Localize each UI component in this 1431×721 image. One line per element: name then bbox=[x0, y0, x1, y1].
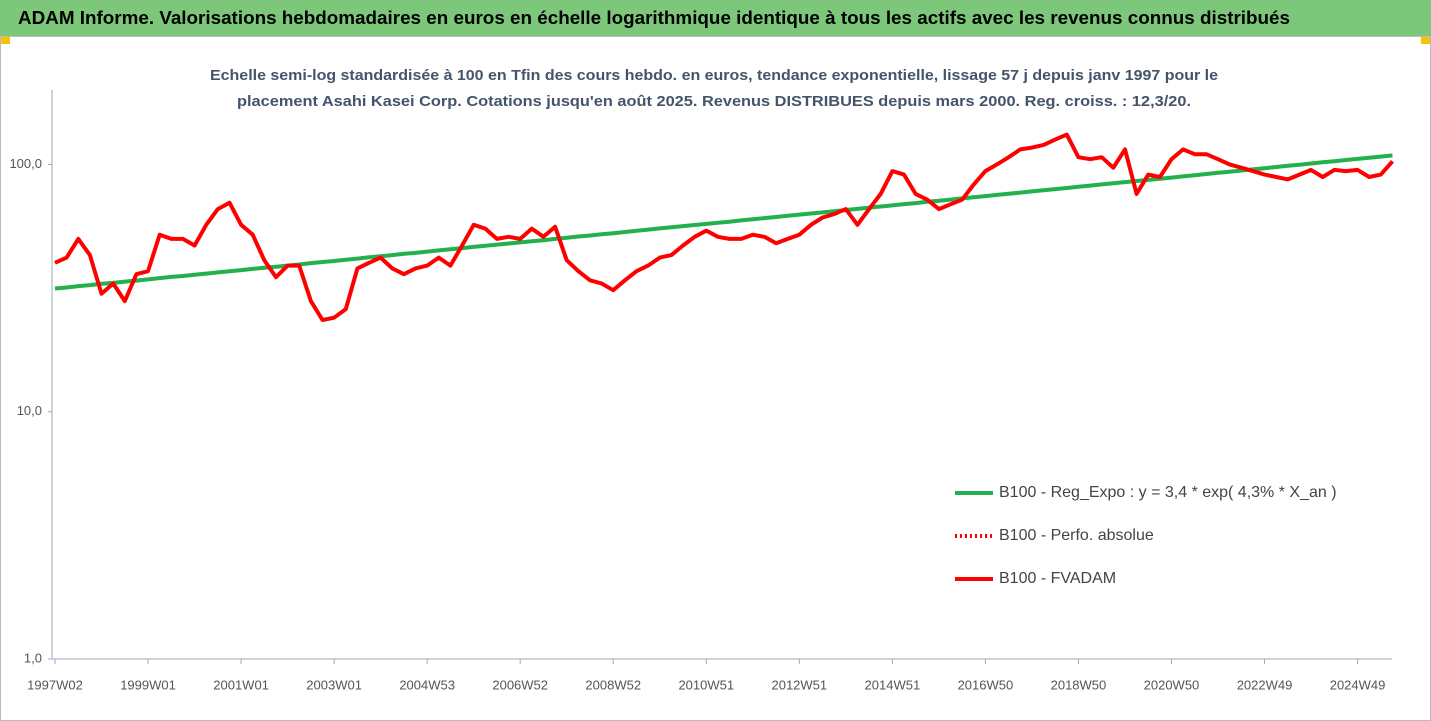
x-tick-label: 2004W53 bbox=[399, 677, 455, 692]
x-tick-label: 2014W51 bbox=[865, 677, 921, 692]
x-tick-label: 2022W49 bbox=[1237, 677, 1293, 692]
y-tick-label: 1,0 bbox=[24, 650, 42, 665]
x-tick-label: 2008W52 bbox=[585, 677, 641, 692]
legend-label: B100 - Perfo. absolue bbox=[999, 527, 1154, 544]
x-tick-label: 2018W50 bbox=[1051, 677, 1107, 692]
x-tick-label: 2024W49 bbox=[1330, 677, 1386, 692]
x-tick-label: 1997W02 bbox=[27, 677, 83, 692]
chart-title: placement Asahi Kasei Corp. Cotations ju… bbox=[237, 93, 1191, 110]
x-tick-label: 2012W51 bbox=[771, 677, 827, 692]
chart-title: Echelle semi-log standardisée à 100 en T… bbox=[210, 67, 1218, 84]
x-tick-label: 2016W50 bbox=[958, 677, 1014, 692]
x-tick-label: 2003W01 bbox=[306, 677, 362, 692]
series-line bbox=[54, 153, 1393, 291]
header-bar bbox=[0, 0, 1431, 36]
legend-label: B100 - Reg_Expo : y = 3,4 * exp( 4,3% * … bbox=[999, 484, 1337, 501]
x-tick-label: 2010W51 bbox=[678, 677, 734, 692]
series-line bbox=[54, 133, 1394, 322]
corner bbox=[0, 36, 10, 44]
x-tick-label: 2006W52 bbox=[492, 677, 548, 692]
header-title: ADAM Informe. Valorisations hebdomadaire… bbox=[18, 8, 1290, 28]
frame bbox=[0, 36, 1431, 721]
legend-label: B100 - FVADAM bbox=[999, 570, 1116, 587]
corner bbox=[1421, 36, 1431, 44]
x-tick-label: 2020W50 bbox=[1144, 677, 1200, 692]
y-tick-label: 10,0 bbox=[17, 403, 42, 418]
series-line bbox=[54, 132, 1395, 322]
y-tick-label: 100,0 bbox=[9, 156, 42, 171]
x-tick-label: 1999W01 bbox=[120, 677, 176, 692]
x-tick-label: 2001W01 bbox=[213, 677, 269, 692]
